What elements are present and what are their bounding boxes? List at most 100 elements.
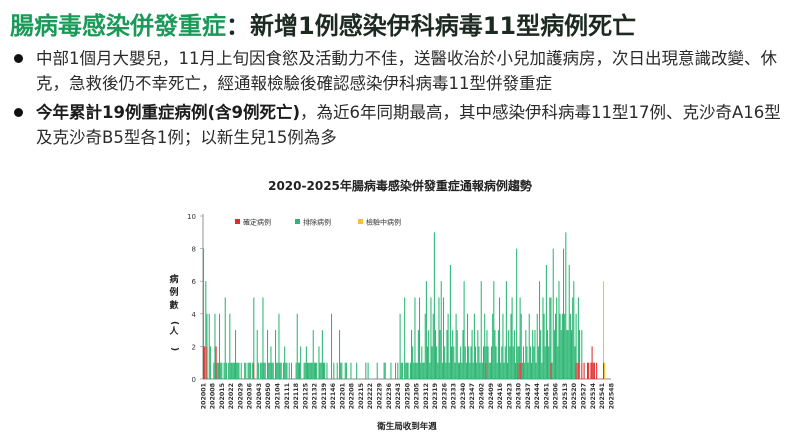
bar-excluded (312, 330, 314, 379)
bar-excluded (341, 362, 343, 379)
bar-excluded (249, 362, 251, 379)
bar-excluded (270, 346, 272, 379)
bar-excluded (446, 330, 448, 379)
bar-excluded (518, 346, 520, 379)
bar-excluded (557, 346, 559, 379)
bar-excluded (399, 313, 401, 379)
bullet-text-2: ，為近6年同期最高，其中感染伊科病毒11型17例、克沙奇A16型及克沙奇B5型各… (36, 103, 781, 147)
x-tick-label: 202506 (553, 382, 560, 409)
bar-confirmed (577, 362, 579, 379)
bar-excluded (572, 297, 574, 379)
bar-excluded (509, 346, 511, 379)
bar-excluded (407, 362, 409, 379)
bar-excluded (488, 362, 490, 379)
bar-excluded (439, 330, 441, 379)
bar-excluded (412, 346, 414, 379)
x-tick-label: 202416 (497, 382, 504, 409)
bar-excluded (556, 297, 558, 379)
bar-excluded (248, 362, 250, 379)
bar-excluded (323, 362, 325, 379)
y-tick-label: 10 (187, 213, 196, 221)
bar-excluded (409, 362, 411, 379)
bar-excluded (205, 281, 207, 379)
bar-excluded (309, 362, 311, 379)
bar-excluded (501, 346, 503, 379)
bar-excluded (526, 346, 528, 379)
x-tick-label: 202444 (534, 382, 541, 409)
bar-excluded (558, 281, 560, 379)
bar-excluded (567, 330, 569, 379)
bar-excluded (244, 362, 246, 379)
bar-excluded (336, 362, 338, 379)
bar-excluded (299, 362, 301, 379)
bar-excluded (313, 362, 315, 379)
bar-excluded (569, 313, 571, 379)
x-tick-label: 202250 (404, 382, 411, 409)
bar-excluded (563, 248, 565, 379)
bar-excluded (422, 362, 424, 379)
bar-excluded (486, 330, 488, 379)
bar-excluded (263, 362, 265, 379)
bar-excluded (455, 313, 457, 379)
bar-excluded (568, 264, 570, 379)
bar-excluded (367, 362, 369, 379)
bar-excluded (331, 313, 333, 379)
bar-pending (604, 362, 606, 379)
x-tick-label: 202139 (321, 383, 328, 409)
x-tick-label: 202215 (358, 383, 365, 409)
bar-excluded (300, 346, 302, 379)
bar-excluded (376, 362, 378, 379)
bar-excluded (575, 313, 577, 363)
bar-excluded (433, 232, 435, 379)
bar-excluded (225, 362, 227, 379)
bar-excluded (397, 362, 399, 379)
x-tick-label: 202015 (219, 383, 226, 409)
bar-excluded (416, 362, 418, 379)
x-tick-label: 202409 (488, 383, 495, 409)
x-axis-label: 衛生局收到年週 (376, 421, 437, 432)
x-tick-label: 202527 (580, 383, 587, 409)
bar-excluded (295, 362, 297, 379)
bullet-list: 中部1個月大嬰兒，11月上旬因食慾及活動力不佳，送醫收治於小兒加護病房，次日出現… (10, 46, 795, 154)
legend-label: 檢驗中病例 (366, 218, 401, 227)
bar-excluded (230, 362, 232, 379)
bar-excluded (267, 330, 269, 379)
x-tick-label: 202236 (386, 382, 393, 409)
bar-confirmed (581, 362, 583, 379)
bar-excluded (489, 362, 491, 379)
bar-excluded (481, 362, 483, 379)
bar-excluded (535, 362, 537, 379)
bar-excluded (517, 346, 519, 363)
bar-confirmed (603, 362, 605, 379)
bar-excluded (240, 362, 242, 379)
bar-excluded (564, 313, 566, 379)
bar-excluded (492, 313, 494, 379)
bar-excluded (500, 362, 502, 379)
bar-excluded (253, 297, 255, 363)
bar-confirmed (517, 362, 519, 379)
bar-excluded (221, 362, 223, 379)
bar-excluded (421, 346, 423, 379)
y-tick-label: 8 (192, 246, 196, 254)
x-tick-label: 202326 (441, 382, 448, 409)
bar-confirmed (550, 362, 552, 379)
bar-excluded (214, 313, 216, 379)
bar-excluded (454, 362, 456, 379)
bar-excluded (555, 313, 557, 379)
bar-excluded (463, 281, 465, 379)
bar-excluded (411, 330, 413, 379)
bar-excluded (457, 362, 459, 379)
bar-excluded (275, 330, 277, 379)
bar-confirmed (575, 362, 577, 379)
x-tick-label: 202043 (256, 383, 263, 409)
bullet-dot-icon (14, 54, 23, 63)
bar-excluded (216, 362, 218, 379)
bar-confirmed (253, 362, 255, 379)
bar-confirmed (215, 346, 217, 379)
bar-excluded (560, 330, 562, 379)
bar-excluded (529, 346, 531, 379)
bar-excluded (476, 362, 478, 379)
bar-confirmed (590, 362, 592, 379)
bar-excluded (507, 362, 509, 379)
bar-excluded (519, 297, 521, 363)
